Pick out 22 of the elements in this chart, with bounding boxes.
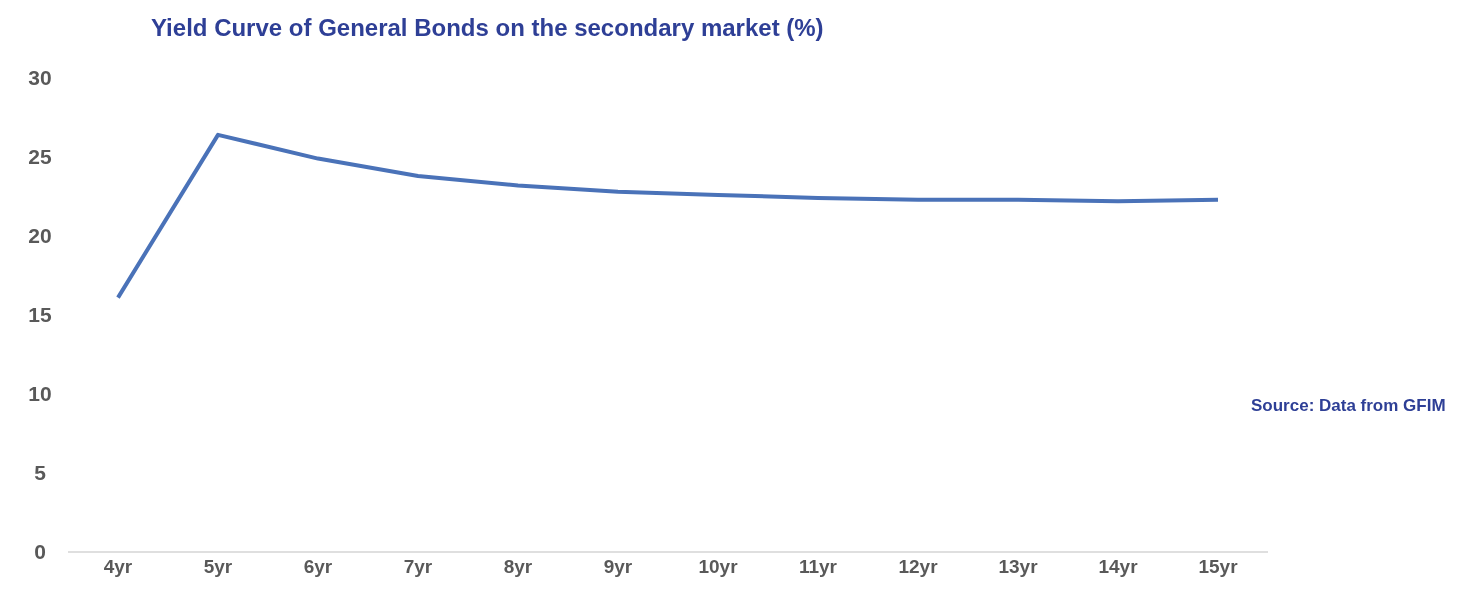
y-tick-label: 20 bbox=[28, 224, 52, 248]
y-tick-label: 0 bbox=[34, 540, 46, 564]
x-tick-label: 4yr bbox=[103, 556, 133, 578]
x-tick-label: 15yr bbox=[1198, 556, 1239, 578]
y-tick-label: 25 bbox=[28, 145, 52, 169]
x-tick-label: 12yr bbox=[898, 556, 939, 578]
chart-title: Yield Curve of General Bonds on the secondary market (%) bbox=[151, 14, 824, 42]
y-tick-label: 15 bbox=[28, 303, 52, 327]
x-tick-label: 7yr bbox=[403, 556, 433, 578]
annotation: Source: Data from GFIM bbox=[1251, 396, 1447, 416]
x-tick-label: 5yr bbox=[203, 556, 233, 578]
y-tick-label: 10 bbox=[28, 382, 52, 406]
x-tick-label: 6yr bbox=[303, 556, 333, 578]
y-tick-label: 5 bbox=[34, 461, 47, 485]
x-tick-label: 9yr bbox=[603, 556, 633, 578]
x-tick-label: 8yr bbox=[503, 556, 533, 578]
x-tick-label: 13yr bbox=[998, 556, 1039, 578]
x-tick-label: 14yr bbox=[1098, 556, 1139, 578]
y-tick-label: 30 bbox=[28, 66, 52, 90]
x-tick-label: 10yr bbox=[698, 556, 739, 578]
x-tick-label: 11yr bbox=[798, 556, 838, 578]
line-series bbox=[116, 132, 1220, 300]
